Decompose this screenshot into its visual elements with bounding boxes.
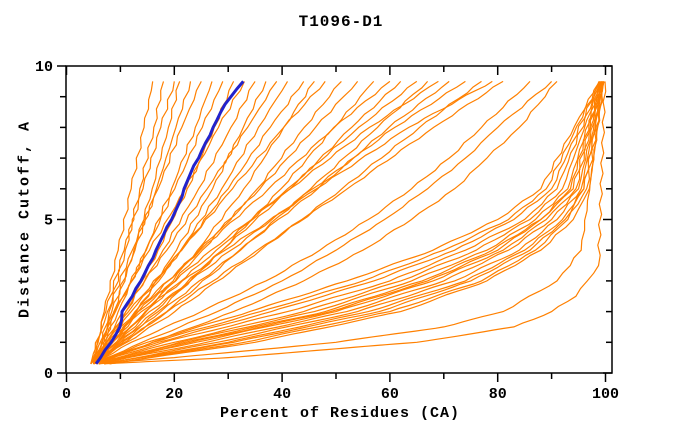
model-curve (95, 81, 192, 365)
model-curve (104, 81, 604, 365)
model-curve (93, 80, 402, 365)
y-tick-label: 0 (44, 366, 53, 383)
model-curve (95, 81, 165, 364)
x-tick-label: 100 (592, 386, 619, 403)
model-curve (104, 81, 604, 365)
model-curve (90, 81, 202, 364)
x-tick-label: 60 (381, 386, 399, 403)
model-curve (90, 81, 245, 365)
x-axis-label: Percent of Residues (CA) (219, 405, 461, 422)
model-curve (98, 81, 605, 365)
model-curve (98, 81, 603, 365)
model-curve (90, 80, 391, 365)
model-curve (93, 80, 450, 365)
y-tick-label: 10 (35, 59, 53, 76)
model-curve (93, 81, 601, 365)
model-curve (93, 80, 553, 365)
model-curve (98, 80, 558, 365)
model-curve (98, 81, 604, 365)
model-curve (90, 81, 326, 365)
x-tick-label: 40 (273, 386, 291, 403)
model-curve (93, 80, 504, 365)
x-tick-label: 80 (489, 386, 507, 403)
model-curve (92, 81, 154, 364)
x-tick-label: 20 (165, 386, 183, 403)
y-axis-label: Distance Cutoff, A (16, 119, 34, 319)
model-curve (95, 81, 289, 365)
y-tick-label: 5 (44, 213, 53, 230)
model-curve (98, 81, 603, 365)
model-curve (93, 81, 602, 365)
model-curve (90, 81, 175, 365)
model-curve (98, 81, 603, 365)
model-curve (93, 81, 602, 365)
model-curve (90, 80, 493, 365)
model-curve (93, 81, 601, 365)
model-curve (92, 81, 278, 365)
model-curve (95, 80, 466, 365)
model-curve (93, 81, 305, 365)
model-curve (92, 81, 213, 365)
model-curve (93, 81, 600, 365)
model-curve (95, 80, 418, 365)
model-curve (90, 80, 439, 365)
model-curve (93, 80, 531, 365)
highlight-curve (94, 80, 245, 365)
model-curve (95, 81, 224, 364)
model-curve (98, 81, 603, 365)
x-tick-label: 0 (62, 386, 71, 403)
model-curve (109, 81, 605, 365)
page-title: T1096-D1 (298, 13, 384, 31)
model-curve (104, 81, 607, 365)
